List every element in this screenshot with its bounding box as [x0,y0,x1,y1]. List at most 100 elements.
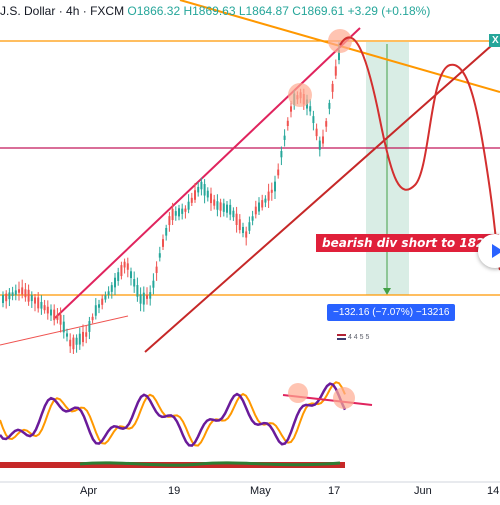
candle-body [258,202,260,212]
exchange-label: FXCM [90,4,125,18]
ribbon-green [79,461,341,467]
candle-body [222,203,225,212]
candle-body [130,271,132,279]
candle-body [66,333,68,337]
candle-body [146,295,148,299]
candle-body [210,193,212,204]
candle-body [171,208,174,221]
candle-body [69,339,72,347]
measure-readout: −132.16 (−7.07%) −13216 [327,304,456,321]
candle-body [277,169,280,176]
candles [2,42,340,355]
candle-body [203,184,206,196]
candle-body [274,181,276,192]
candle-body [187,201,190,210]
candle-body [149,292,152,299]
candle-body [21,287,24,295]
play-button[interactable] [478,234,500,268]
candle-body [72,337,75,350]
candle-body [219,202,222,211]
candle-body [40,301,43,309]
price-peak-highlight-2 [328,29,352,53]
candle-body [158,253,161,258]
candle-body [168,216,171,226]
candle-body [139,294,142,304]
time-label-19: 19 [168,485,181,497]
candle-body [174,211,177,216]
candle-body [264,198,267,203]
candle-body [290,106,292,112]
candle-body [27,289,30,302]
time-label-14: 14 [487,485,500,497]
candle-body [110,285,113,292]
candle-body [123,261,126,268]
candle-body [37,297,40,309]
time-label-apr: Apr [80,485,98,497]
candle-body [101,298,104,305]
candle-body [283,135,286,140]
oscillator-line-purple [0,382,347,447]
oscillator-pane [0,381,347,447]
candle-body [261,200,264,208]
candle-body [18,289,20,293]
candle-body [318,140,321,150]
candle-body [82,331,84,343]
ohlc-values: O1866.32 H1869.63 L1864.87 C1869.61 +3.2… [127,4,431,18]
candle-body [248,222,251,231]
candle-body [11,292,14,297]
pattern-stamp: 4 4 5 5 [337,334,369,341]
candle-body [133,279,136,287]
candle-body [50,309,52,316]
candle-body [206,190,209,198]
price-scale-badge[interactable]: X [489,34,500,47]
candle-body [235,213,238,225]
candle-body [152,280,155,288]
candle-body [270,189,273,193]
candle-body [30,295,33,302]
symbol-name[interactable]: J.S. Dollar [0,4,56,18]
candle-body [232,210,235,218]
projection-wave [339,36,500,271]
candle-body [181,208,184,214]
candle-body [331,83,334,92]
candle-body [238,219,241,231]
candle-body [155,266,158,273]
stamp-flag-icon [337,334,346,341]
candle-body [85,332,88,337]
candle-body [2,294,4,304]
candle-body [245,231,248,238]
candle-body [24,289,27,298]
candle-body [242,226,244,234]
candle-body [14,290,17,295]
candle-body [117,272,120,281]
time-label-jun: Jun [414,485,432,497]
osc-highlight-2 [333,387,355,409]
candle-body [213,199,216,206]
channel-upper-line [54,27,361,319]
interval-label[interactable]: 4h [66,4,80,18]
candle-body [216,201,219,210]
candle-body [46,306,49,314]
candle-body [251,216,254,221]
candle-body [190,197,193,203]
candle-body [126,263,129,270]
candle-body [226,204,228,213]
osc-highlight-1 [288,383,308,403]
chart-header: J.S. Dollar · 4h · FXCM O1866.32 H1869.6… [0,4,431,18]
bearish-callout: bearish div short to 1826 [316,234,499,252]
candle-body [53,309,56,321]
price-peak-highlight-1 [288,83,312,107]
candle-body [94,305,97,316]
candle-body [184,208,187,212]
candle-body [309,106,312,112]
candle-body [120,265,123,277]
candle-body [8,292,11,300]
candle-body [98,304,100,308]
candle-body [78,333,81,345]
candle-body [197,186,200,193]
candle-body [254,206,257,215]
candle-body [200,181,203,190]
stamp-text: 4 4 5 5 [347,334,370,341]
